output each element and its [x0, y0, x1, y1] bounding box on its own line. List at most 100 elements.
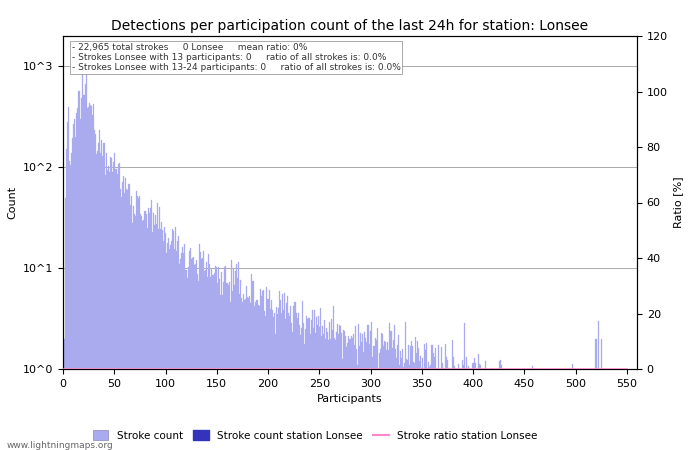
Bar	[322, 326, 323, 450]
Bar	[532, 366, 533, 450]
Bar	[93, 104, 95, 450]
Bar	[227, 283, 228, 450]
Bar	[197, 274, 198, 450]
Bar	[269, 290, 270, 450]
Bar	[493, 369, 494, 450]
Bar	[133, 206, 134, 450]
Bar	[399, 364, 400, 450]
Bar	[239, 294, 240, 450]
Bar	[337, 324, 338, 450]
Bar	[153, 213, 154, 450]
Bar	[490, 369, 491, 450]
Bar	[409, 365, 410, 450]
Bar	[351, 338, 353, 450]
Bar	[174, 249, 175, 450]
Bar	[477, 354, 479, 450]
Bar	[494, 369, 495, 450]
Bar	[238, 262, 239, 450]
Bar	[76, 113, 77, 450]
Bar	[89, 104, 90, 450]
Bar	[265, 316, 267, 450]
Bar	[378, 368, 379, 450]
Bar	[123, 176, 124, 450]
Bar	[358, 346, 360, 450]
Bar	[117, 174, 118, 450]
Bar	[108, 172, 110, 450]
Bar	[132, 223, 133, 450]
Bar	[237, 278, 238, 450]
Bar	[198, 281, 199, 450]
Bar	[181, 253, 183, 450]
Bar	[242, 302, 243, 450]
Bar	[473, 358, 475, 450]
Bar	[332, 329, 333, 450]
Bar	[243, 294, 244, 450]
Bar	[94, 130, 95, 450]
Bar	[468, 366, 470, 450]
Bar	[118, 164, 119, 450]
Bar	[163, 241, 164, 450]
Bar	[152, 232, 153, 450]
Bar	[565, 369, 566, 450]
Bar	[444, 344, 446, 450]
Bar	[312, 310, 313, 450]
Bar	[234, 271, 236, 450]
Bar	[539, 369, 540, 450]
Bar	[374, 346, 375, 450]
Bar	[454, 366, 455, 450]
Bar	[86, 58, 87, 450]
Bar	[156, 224, 157, 450]
Bar	[116, 169, 117, 450]
Bar	[254, 306, 256, 450]
Bar	[259, 306, 260, 450]
Bar	[415, 337, 416, 450]
Bar	[464, 324, 466, 450]
Bar	[169, 249, 170, 450]
Bar	[77, 108, 78, 450]
Bar	[371, 322, 372, 450]
Bar	[411, 342, 412, 450]
Bar	[207, 277, 208, 450]
Bar	[349, 339, 351, 450]
Bar	[370, 331, 371, 450]
Bar	[281, 313, 282, 450]
Bar	[221, 272, 223, 450]
Bar	[211, 269, 212, 450]
Bar	[298, 313, 300, 450]
Bar	[321, 336, 322, 450]
Bar	[380, 349, 382, 450]
Bar	[347, 343, 349, 450]
Bar	[131, 196, 132, 450]
Bar	[421, 368, 422, 450]
Bar	[73, 124, 74, 450]
Bar	[111, 158, 112, 450]
Bar	[531, 369, 532, 450]
Bar	[578, 369, 579, 450]
Bar	[190, 259, 192, 450]
Bar	[426, 343, 428, 450]
Bar	[85, 84, 86, 450]
Bar	[323, 334, 324, 450]
Bar	[155, 215, 156, 450]
Bar	[369, 345, 370, 450]
Bar	[442, 363, 443, 450]
Bar	[199, 252, 201, 450]
Bar	[538, 369, 539, 450]
Bar	[219, 279, 220, 450]
Bar	[488, 369, 489, 450]
Bar	[524, 369, 525, 450]
Bar	[176, 251, 177, 450]
Text: - 22,965 total strokes     0 Lonsee     mean ratio: 0%
- Strokes Lonsee with 13 : - 22,965 total strokes 0 Lonsee mean rat…	[71, 43, 400, 72]
Bar	[408, 345, 409, 450]
Bar	[320, 308, 321, 450]
Bar	[218, 267, 219, 450]
Bar	[283, 310, 284, 450]
Bar	[354, 345, 355, 450]
Bar	[313, 328, 314, 450]
Bar	[251, 274, 252, 450]
Bar	[338, 334, 339, 450]
Bar	[568, 369, 569, 450]
Bar	[113, 153, 115, 450]
Bar	[333, 306, 334, 450]
Bar	[330, 339, 331, 450]
